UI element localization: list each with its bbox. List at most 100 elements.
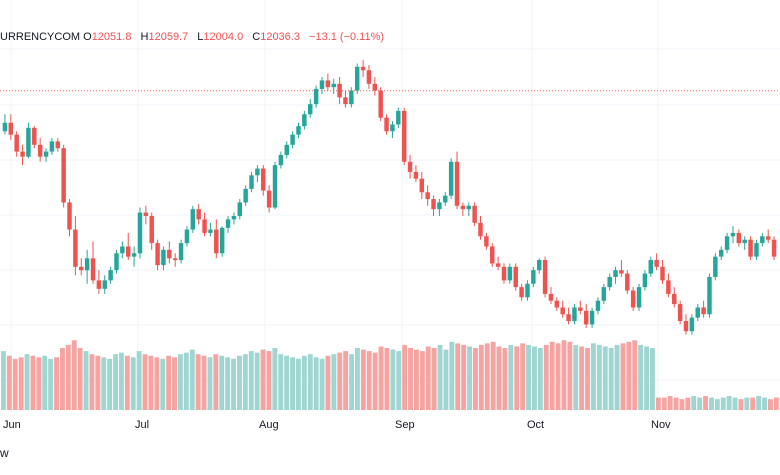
candlestick[interactable] (149, 213, 153, 250)
candlestick[interactable] (185, 226, 189, 246)
candlestick[interactable] (132, 246, 136, 266)
candlestick[interactable] (748, 236, 752, 260)
candlestick[interactable] (290, 131, 294, 148)
candlestick[interactable] (73, 216, 77, 275)
candlestick[interactable] (514, 263, 518, 290)
candlestick[interactable] (38, 138, 42, 162)
candlestick[interactable] (202, 213, 206, 237)
candlestick[interactable] (772, 236, 776, 260)
candlestick[interactable] (326, 74, 330, 91)
candlestick[interactable] (766, 230, 770, 244)
candlestick[interactable] (467, 202, 471, 216)
candlestick[interactable] (643, 270, 647, 290)
candlestick[interactable] (672, 287, 676, 307)
candlestick[interactable] (543, 257, 547, 298)
candlestick[interactable] (560, 301, 564, 318)
candlestick[interactable] (85, 250, 89, 284)
candlestick[interactable] (50, 138, 54, 155)
candlestick[interactable] (566, 307, 570, 324)
candlestick[interactable] (26, 123, 30, 159)
candlestick[interactable] (9, 114, 13, 139)
candlestick[interactable] (14, 131, 18, 156)
candlestick[interactable] (126, 233, 130, 260)
candlestick[interactable] (367, 65, 371, 89)
candlestick[interactable] (355, 63, 359, 94)
candlestick[interactable] (631, 287, 635, 311)
candlestick[interactable] (191, 206, 195, 233)
candlestick[interactable] (754, 240, 758, 260)
candlestick[interactable] (555, 297, 559, 311)
candlestick[interactable] (173, 253, 177, 267)
candlestick[interactable] (701, 301, 705, 318)
candlestick[interactable] (331, 79, 335, 94)
candlestick[interactable] (296, 123, 300, 138)
candlestick[interactable] (637, 284, 641, 311)
candlestick[interactable] (243, 185, 247, 205)
candlestick[interactable] (320, 77, 324, 94)
candlestick[interactable] (302, 111, 306, 130)
candlestick[interactable] (337, 77, 341, 104)
candlestick[interactable] (396, 108, 400, 128)
candlestick[interactable] (214, 219, 218, 258)
candlestick[interactable] (742, 236, 746, 250)
candlestick[interactable] (725, 233, 729, 253)
candlestick[interactable] (437, 199, 441, 216)
candlestick[interactable] (719, 246, 723, 260)
candlestick[interactable] (449, 158, 453, 199)
candlestick[interactable] (279, 152, 283, 169)
candlestick[interactable] (161, 246, 165, 270)
candlestick[interactable] (167, 241, 171, 263)
candlestick[interactable] (660, 260, 664, 284)
candlestick[interactable] (414, 165, 418, 182)
candlestick[interactable] (690, 314, 694, 334)
candlestick[interactable] (402, 108, 406, 166)
candlestick[interactable] (619, 260, 623, 277)
candlestick[interactable] (349, 87, 353, 107)
candlestick[interactable] (578, 301, 582, 315)
candlestick[interactable] (649, 257, 653, 277)
candlestick[interactable] (425, 185, 429, 205)
candlestick[interactable] (384, 114, 388, 134)
candlestick[interactable] (273, 162, 277, 209)
candlestick[interactable] (155, 240, 159, 271)
candlestick[interactable] (79, 258, 83, 275)
candlestick[interactable] (537, 258, 541, 273)
candlestick[interactable] (249, 172, 253, 192)
candlestick[interactable] (519, 284, 523, 301)
candlestick[interactable] (361, 60, 365, 77)
candlestick[interactable] (431, 196, 435, 216)
candlestick[interactable] (238, 199, 242, 219)
candlestick[interactable] (490, 243, 494, 267)
candlestick[interactable] (525, 280, 529, 300)
candlestick[interactable] (97, 270, 101, 294)
candlestick[interactable] (255, 165, 259, 182)
candlestick[interactable] (731, 226, 735, 243)
candlestick[interactable] (314, 86, 318, 108)
candlestick[interactable] (138, 208, 142, 259)
candlestick[interactable] (108, 267, 112, 284)
candlestick[interactable] (707, 274, 711, 318)
candlestick[interactable] (114, 250, 118, 274)
candlestick[interactable] (103, 275, 107, 294)
candlestick[interactable] (267, 185, 271, 212)
candlestick[interactable] (443, 192, 447, 206)
candlestick[interactable] (232, 213, 236, 225)
candlestick[interactable] (613, 267, 617, 284)
candlestick[interactable] (549, 287, 553, 304)
candlestick[interactable] (67, 199, 71, 236)
candlestick[interactable] (285, 141, 289, 158)
candlestick[interactable] (602, 284, 606, 304)
candlestick[interactable] (472, 202, 476, 226)
candlestick[interactable] (478, 216, 482, 240)
candlestick[interactable] (144, 206, 148, 225)
candlestick[interactable] (373, 77, 377, 96)
candlestick[interactable] (496, 257, 500, 271)
candlestick[interactable] (666, 274, 670, 298)
candlestick[interactable] (208, 223, 212, 237)
candlestick[interactable] (220, 226, 224, 257)
candlestick[interactable] (32, 126, 36, 148)
candlestick[interactable] (390, 121, 394, 138)
candlestick[interactable] (572, 304, 576, 324)
candlestick[interactable] (61, 145, 65, 208)
